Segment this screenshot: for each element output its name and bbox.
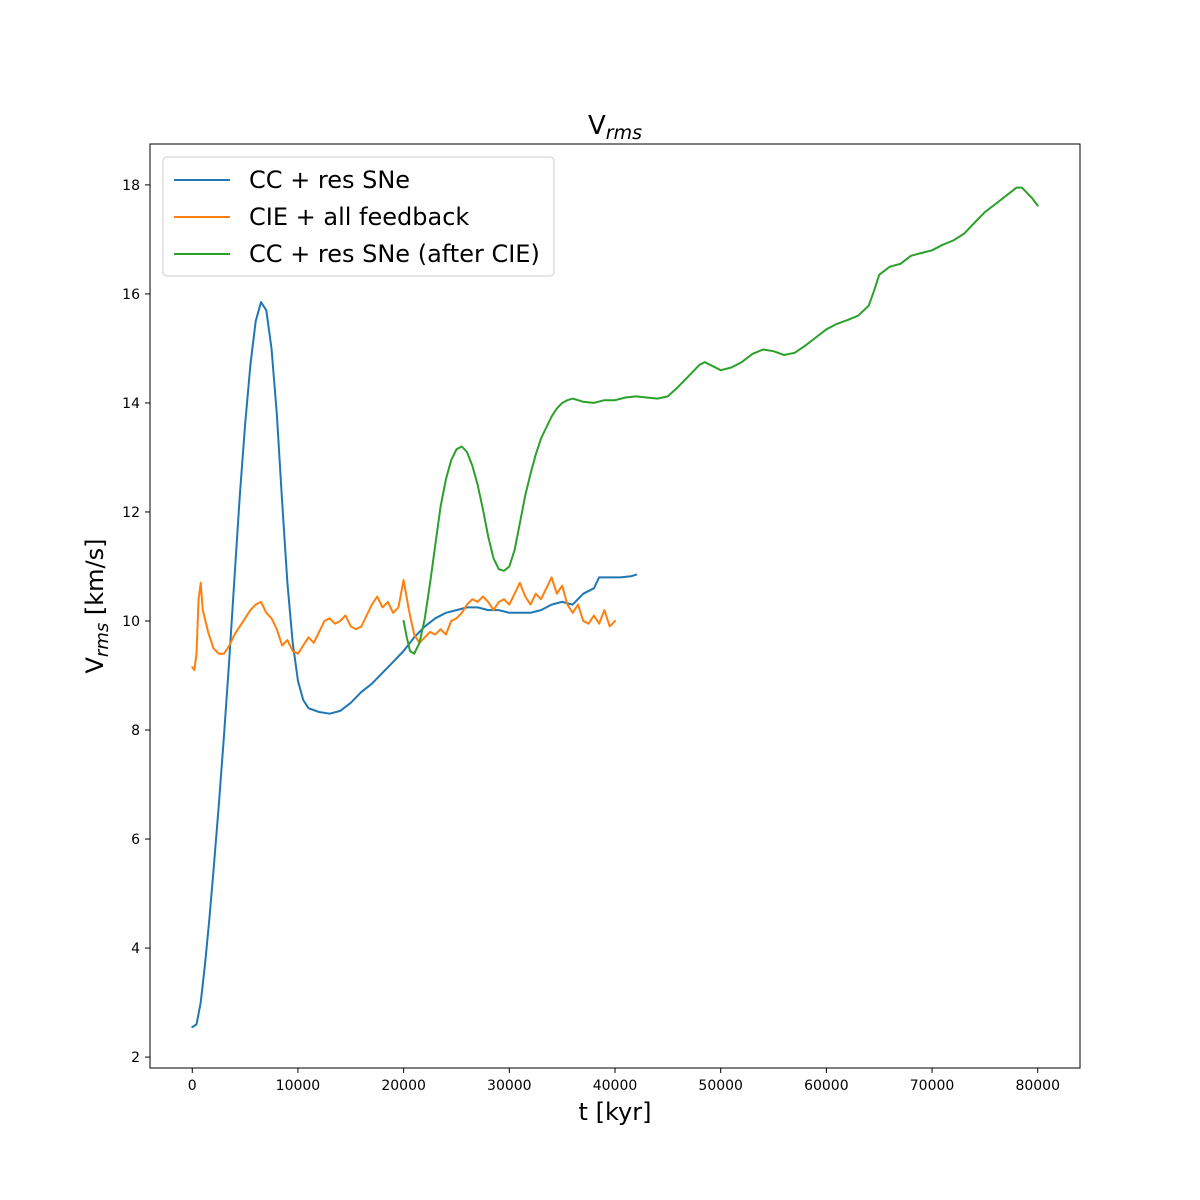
- chart-title-sub: rms: [606, 122, 642, 144]
- x-axis-ticks: 0 10000 20000 30000 40000 50000 60000 70000 8000…: [188, 1068, 1060, 1094]
- x-tick-label: 0: [188, 1078, 197, 1094]
- x-tick-label: 30000: [487, 1078, 532, 1094]
- legend: CC + res SNe CIE + all feedback CC + res S…: [162, 156, 555, 277]
- series-line-3: [402, 186, 1039, 655]
- x-tick-label: 50000: [698, 1078, 743, 1094]
- y-axis-ticks: 2 4 6 8 10 12 14 16 18: [122, 178, 150, 1066]
- chart-title-main: V: [588, 111, 606, 141]
- legend-label: CC + res SNe (after CIE): [249, 240, 540, 268]
- y-tick-label: 8: [131, 723, 140, 739]
- x-tick-label: 70000: [910, 1078, 955, 1094]
- legend-label: CIE + all feedback: [249, 203, 469, 231]
- y-axis-title-main: V: [81, 656, 109, 673]
- x-tick-label: 80000: [1015, 1078, 1060, 1094]
- series-line-1: [191, 301, 638, 1029]
- series-layer: [191, 186, 1039, 1029]
- y-tick-label: 4: [131, 941, 140, 957]
- y-tick-label: 6: [131, 832, 140, 848]
- x-tick-label: 60000: [804, 1078, 849, 1094]
- y-tick-label: 18: [122, 178, 140, 194]
- y-tick-label: 10: [122, 614, 140, 630]
- x-tick-label: 20000: [381, 1078, 426, 1094]
- y-tick-label: 16: [122, 287, 140, 303]
- y-axis-title-sub: rms: [92, 623, 113, 657]
- x-axis-title: t [kyr]: [579, 1098, 652, 1126]
- x-tick-label: 40000: [593, 1078, 638, 1094]
- x-tick-label: 10000: [276, 1078, 321, 1094]
- y-axis-title-rest: [km/s]: [81, 539, 109, 623]
- y-tick-label: 2: [131, 1050, 140, 1066]
- legend-label: CC + res SNe: [249, 166, 410, 194]
- y-tick-label: 12: [122, 505, 140, 521]
- chart-title: Vrms: [588, 111, 642, 144]
- series-line-2: [191, 576, 616, 672]
- plot-area: [191, 186, 1039, 1029]
- y-tick-label: 14: [122, 396, 140, 412]
- y-axis-title: Vrms [km/s]: [81, 539, 113, 674]
- legend-box: [162, 156, 555, 277]
